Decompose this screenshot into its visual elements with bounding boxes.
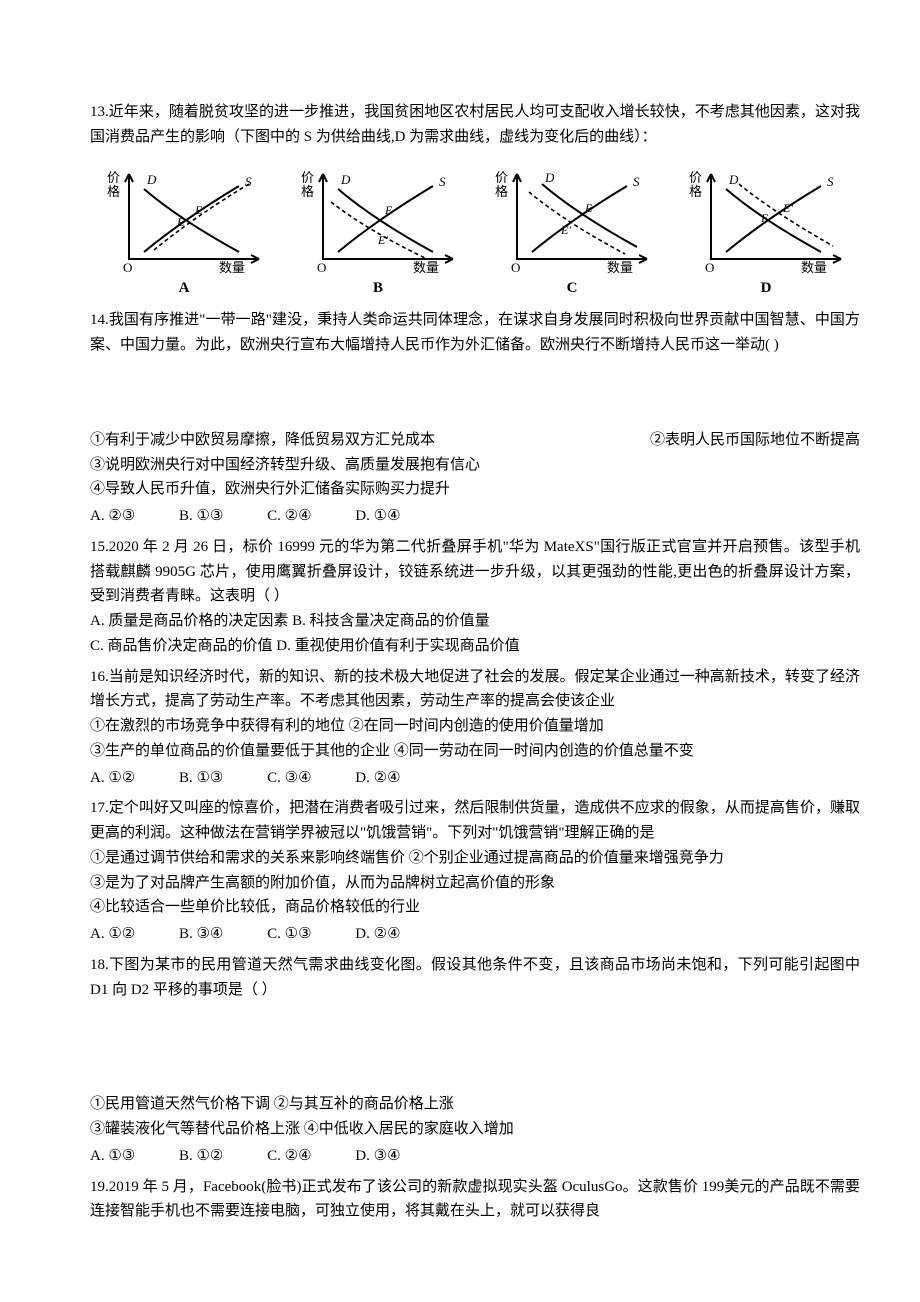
q18-sub2: ③罐装液化气等替代品价格上涨 ④中低收入居民的家庭收入增加 [90, 1117, 860, 1142]
svg-text:O: O [705, 260, 714, 274]
svg-text:价: 价 [689, 170, 702, 185]
question-19: 19.2019 年 5 月，Facebook(脸书)正式发布了该公司的新款虚拟现… [90, 1175, 860, 1225]
q19-stem: 19.2019 年 5 月，Facebook(脸书)正式发布了该公司的新款虚拟现… [90, 1175, 860, 1225]
svg-text:D: D [728, 172, 739, 187]
svg-text:E': E' [194, 203, 205, 217]
q14-options: A. ②③ B. ①③ C. ②④ D. ①④ [90, 504, 860, 529]
q13-chart-D: D S E E' 价 格 O 数量 D [672, 164, 860, 301]
q17-sub1: ①是通过调节供给和需求的关系来影响终端售价 ②个别企业通过提高商品的价值量来增强… [90, 846, 860, 871]
svg-text:E: E [384, 203, 393, 217]
svg-text:D: D [340, 172, 351, 187]
q16-options: A. ①② B. ①③ C. ③④ D. ②④ [90, 766, 860, 791]
svg-text:价: 价 [107, 170, 120, 185]
svg-text:数量: 数量 [801, 260, 827, 274]
svg-text:格: 格 [107, 184, 120, 199]
chart-svg-D: D S E E' 价 格 O 数量 [681, 164, 851, 274]
svg-text:E': E' [377, 233, 388, 247]
q15-opts-row2: C. 商品售价决定商品的价值 D. 重视使用价值有利于实现商品价值 [90, 634, 860, 659]
q18-stem: 18.下图为某市的民用管道天然气需求曲线变化图。假设其他条件不变，且该商品市场尚… [90, 953, 860, 1003]
svg-text:价: 价 [495, 170, 508, 185]
svg-text:D: D [544, 170, 555, 185]
question-17: 17.定个叫好又叫座的惊喜价，把潜在消费者吸引过来，然后限制供货量，造成供不应求… [90, 796, 860, 947]
q14-sub4: ④导致人民币升值，欧洲央行外汇储备实际购买力提升 [90, 477, 860, 502]
chart-svg-B: D S E E' 价 格 O 数量 [293, 164, 463, 274]
chart-svg-C: D S E E' 价 格 O 数量 [487, 164, 657, 274]
q13-chart-B: D S E E' 价 格 O 数量 B [284, 164, 472, 301]
chart-label-C: C [567, 276, 578, 301]
q17-sub2: ③是为了对品牌产生高额的附加价值，从而为品牌树立起高价值的形象 [90, 871, 860, 896]
svg-text:O: O [317, 260, 326, 274]
q15-opts-row1: A. 质量是商品价格的决定因素 B. 科技含量决定商品的价值量 [90, 609, 860, 634]
svg-text:E: E [760, 211, 769, 225]
q14-gap [90, 358, 860, 428]
q17-opt-C: C. ①③ [267, 922, 311, 947]
q13-stem: 13.近年来，随着脱贫攻坚的进一步推进，我国贫困地区农村居民人均可支配收入增长较… [90, 100, 860, 150]
q18-opt-A: A. ①③ [90, 1144, 135, 1169]
chart-label-B: B [373, 276, 383, 301]
q14-stem: 14.我国有序推进"一带一路"建没，秉持人类命运共同体理念，在谋求自身发展同时积… [90, 308, 860, 358]
chart-svg-A: D S E' E 价 格 O 数量 [99, 164, 269, 274]
svg-text:D: D [146, 172, 157, 187]
q18-opt-B: B. ①② [179, 1144, 223, 1169]
q13-charts-row: D S E' E 价 格 O 数量 A D [90, 164, 860, 301]
q16-opt-C: C. ③④ [267, 766, 311, 791]
question-15: 15.2020 年 2 月 26 日，标价 16999 元的华为第二代折叠屏手机… [90, 535, 860, 659]
question-18: 18.下图为某市的民用管道天然气需求曲线变化图。假设其他条件不变，且该商品市场尚… [90, 953, 860, 1169]
q13-chart-A: D S E' E 价 格 O 数量 A [90, 164, 278, 301]
q16-opt-A: A. ①② [90, 766, 135, 791]
svg-text:S: S [827, 174, 834, 189]
q14-opt-D: D. ①④ [355, 504, 400, 529]
q17-opt-B: B. ③④ [179, 922, 223, 947]
svg-text:数量: 数量 [607, 260, 633, 274]
q17-opt-A: A. ①② [90, 922, 135, 947]
q14-sub3: ③说明欧洲央行对中国经济转型升级、高质量发展抱有信心 [90, 453, 860, 478]
svg-text:格: 格 [301, 184, 314, 199]
svg-text:数量: 数量 [219, 260, 245, 274]
svg-text:E': E' [560, 223, 571, 237]
q16-stem: 16.当前是知识经济时代，新的知识、新的技术极大地促进了社会的发展。假定某企业通… [90, 665, 860, 715]
svg-text:价: 价 [301, 170, 314, 185]
q16-opt-B: B. ①③ [179, 766, 223, 791]
svg-text:E: E [584, 201, 593, 215]
svg-text:格: 格 [495, 184, 508, 199]
q14-opt-B: B. ①③ [179, 504, 223, 529]
q18-opt-D: D. ③④ [355, 1144, 400, 1169]
svg-text:S: S [245, 174, 252, 189]
svg-text:数量: 数量 [413, 260, 439, 274]
chart-label-A: A [179, 276, 190, 301]
q18-gap [90, 1002, 860, 1092]
q16-sub2: ③生产的单位商品的价值量要低于其他的企业 ④同一劳动在同一时间内创造的价值总量不… [90, 739, 860, 764]
q14-sub1-row: ①有利于减少中欧贸易摩擦，降低贸易双方汇兑成本 ②表明人民币国际地位不断提高 [90, 428, 860, 453]
question-13: 13.近年来，随着脱贫攻坚的进一步推进，我国贫困地区农村居民人均可支配收入增长较… [90, 100, 860, 300]
svg-text:E': E' [782, 201, 793, 215]
svg-text:E: E [176, 215, 185, 229]
q16-sub1: ①在激烈的市场竞争中获得有利的地位 ②在同一时间内创造的使用价值量增加 [90, 714, 860, 739]
q15-stem: 15.2020 年 2 月 26 日，标价 16999 元的华为第二代折叠屏手机… [90, 535, 860, 609]
svg-text:格: 格 [689, 184, 702, 199]
q18-options: A. ①③ B. ①② C. ②④ D. ③④ [90, 1144, 860, 1169]
q18-sub1: ①民用管道天然气价格下调 ②与其互补的商品价格上涨 [90, 1092, 860, 1117]
q13-chart-C: D S E E' 价 格 O 数量 C [478, 164, 666, 301]
q14-sub1-left: ①有利于减少中欧贸易摩擦，降低贸易双方汇兑成本 [90, 428, 435, 453]
q14-opt-A: A. ②③ [90, 504, 135, 529]
q17-opt-D: D. ②④ [355, 922, 400, 947]
svg-text:S: S [633, 174, 640, 189]
question-16: 16.当前是知识经济时代，新的知识、新的技术极大地促进了社会的发展。假定某企业通… [90, 665, 860, 791]
q17-stem: 17.定个叫好又叫座的惊喜价，把潜在消费者吸引过来，然后限制供货量，造成供不应求… [90, 796, 860, 846]
question-14: 14.我国有序推进"一带一路"建没，秉持人类命运共同体理念，在谋求自身发展同时积… [90, 308, 860, 529]
chart-label-D: D [761, 276, 772, 301]
svg-text:O: O [123, 260, 132, 274]
q18-opt-C: C. ②④ [267, 1144, 311, 1169]
q14-sub1-right: ②表明人民币国际地位不断提高 [650, 428, 860, 453]
svg-text:O: O [511, 260, 520, 274]
q16-opt-D: D. ②④ [355, 766, 400, 791]
q17-sub3: ④比较适合一些单价比较低，商品价格较低的行业 [90, 895, 860, 920]
svg-text:S: S [439, 174, 446, 189]
q14-opt-C: C. ②④ [267, 504, 311, 529]
q17-options: A. ①② B. ③④ C. ①③ D. ②④ [90, 922, 860, 947]
